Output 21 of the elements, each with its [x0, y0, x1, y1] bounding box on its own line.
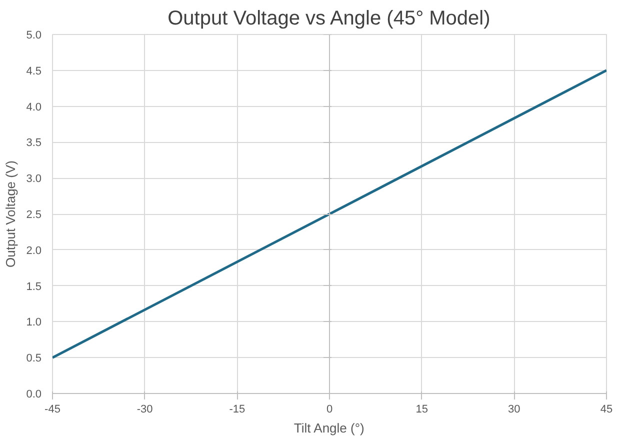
y-tick-label: 2.5: [26, 209, 42, 221]
x-tick-label: 15: [416, 404, 428, 416]
x-tick-label: -15: [229, 404, 246, 416]
x-axis-title: Tilt Angle (°): [294, 420, 364, 436]
y-tick-label: 1.5: [26, 280, 42, 293]
x-tick-label: 45: [600, 404, 613, 416]
y-tick-label: 3.0: [26, 173, 42, 186]
x-tick-label: -45: [44, 404, 60, 416]
y-tick-label: 1.0: [26, 316, 42, 329]
y-tick-label: 4.5: [26, 65, 42, 78]
x-tick-label: 0: [326, 404, 333, 416]
y-tick-label: 2.0: [26, 244, 42, 257]
chart-title: Output Voltage vs Angle (45° Model): [168, 8, 490, 30]
x-tick-label: 30: [508, 404, 520, 416]
x-tick-label: -30: [136, 404, 153, 416]
y-tick-label: 0.0: [26, 388, 42, 400]
y-tick-label: 0.5: [26, 352, 42, 365]
y-tick-label: 3.5: [26, 137, 42, 150]
y-tick-label: 5.0: [26, 30, 42, 42]
y-tick-label: 4.0: [26, 101, 42, 114]
y-axis-title: Output Voltage (V): [3, 160, 18, 268]
